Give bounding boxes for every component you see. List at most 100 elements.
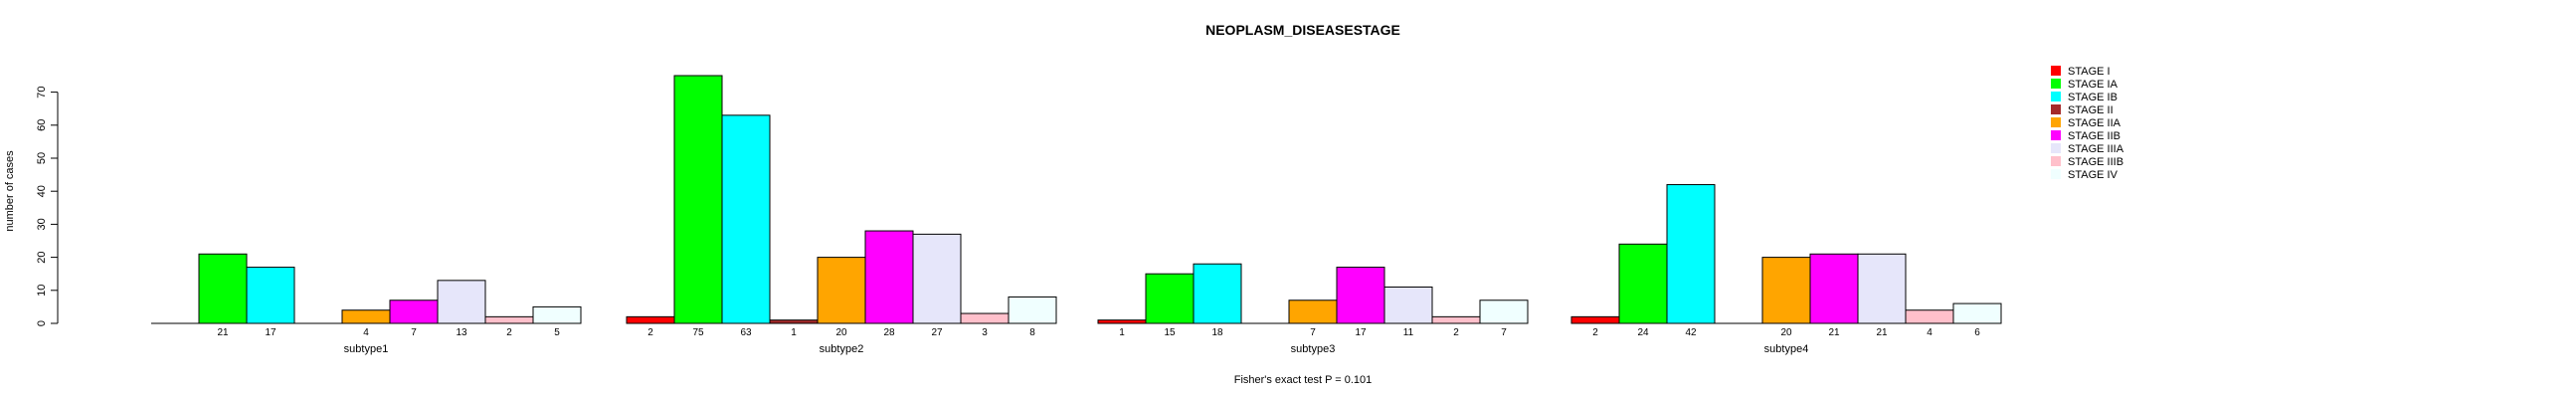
count-label: 4 (363, 327, 369, 338)
legend-swatch-stage-ii (2051, 104, 2061, 114)
count-label: 7 (1501, 327, 1507, 338)
bar-subtype1-stage-iiib (484, 315, 534, 324)
bar-subtype3-stage-iv (1479, 299, 1529, 324)
bar-subtype4-stage-iiia (1857, 253, 1907, 324)
legend-swatch-stage-i (2051, 66, 2061, 76)
bar-subtype2-stage-iiia (912, 233, 962, 324)
legend-label-stage-iib: STAGE IIB (2068, 130, 2120, 142)
legend-swatch-stage-iia (2051, 117, 2061, 127)
count-label: 75 (692, 327, 704, 338)
bar-subtype4-stage-ia (1618, 243, 1668, 324)
y-tick-label: 10 (36, 285, 48, 297)
bar-subtype4-stage-iib (1809, 253, 1859, 324)
legend-label-stage-i: STAGE I (2068, 66, 2111, 78)
legend-swatch-stage-ib (2051, 92, 2061, 101)
y-tick-label: 30 (36, 218, 48, 230)
bar-subtype1-stage-iib (389, 299, 439, 324)
count-label: 27 (931, 327, 943, 338)
legend-label-stage-ib: STAGE IB (2068, 92, 2117, 103)
count-label: 2 (506, 327, 512, 338)
count-label: 4 (1927, 327, 1932, 338)
group-labels: subtype1 subtype2 subtype3 subtype4 (344, 343, 1809, 355)
legend-label-stage-iv: STAGE IV (2068, 169, 2118, 181)
count-label: 21 (1828, 327, 1840, 338)
count-label: 24 (1637, 327, 1649, 338)
chart-title: NEOPLASM_DISEASESTAGE (1205, 22, 1400, 38)
count-label: 6 (1974, 327, 1980, 338)
bar-subtype2-stage-iia (817, 257, 866, 324)
count-label: 5 (554, 327, 560, 338)
y-tick-label: 60 (36, 119, 48, 131)
bar-subtype3-stage-ia (1145, 273, 1195, 324)
bar-subtype4-stage-ib (1666, 184, 1716, 324)
count-label: 2 (647, 327, 653, 338)
count-label: 13 (456, 327, 467, 338)
bar-subtype1-stage-iia (341, 309, 391, 324)
legend-label-stage-ii: STAGE II (2068, 104, 2114, 116)
bar-subtype4-stage-iiib (1905, 309, 1954, 324)
legend-label-stage-iia: STAGE IIA (2068, 117, 2121, 129)
legend-label-stage-iiib: STAGE IIIB (2068, 156, 2123, 168)
count-label: 20 (1780, 327, 1792, 338)
legend-swatch-stage-iib (2051, 130, 2061, 140)
group-label-subtype2: subtype2 (820, 343, 864, 355)
count-label: 21 (217, 327, 229, 338)
count-label: 7 (1310, 327, 1316, 338)
count-label: 3 (982, 327, 988, 338)
count-labels: 21 17 4 7 13 2 5 2 75 63 1 20 28 27 3 8 1 15 18 7 17 11 2 7 2 24 4… (217, 327, 1980, 338)
bar-subtype1-stage-iv (532, 305, 582, 324)
y-tick-label: 0 (36, 320, 48, 326)
count-label: 7 (411, 327, 417, 338)
count-label: 15 (1164, 327, 1176, 338)
y-tick-label: 70 (36, 86, 48, 98)
bar-subtype2-stage-ia (673, 75, 723, 324)
bar-subtype3-stage-iia (1288, 299, 1338, 324)
bar-subtype4-stage-iia (1761, 257, 1811, 324)
group-label-subtype1: subtype1 (344, 343, 389, 355)
bar-subtype3-stage-ib (1193, 263, 1242, 324)
count-label: 17 (265, 327, 276, 338)
count-label: 8 (1029, 327, 1035, 338)
bar-subtype1-stage-ia (198, 253, 248, 324)
bar-subtype2-stage-iib (864, 230, 914, 324)
count-label: 1 (791, 327, 797, 338)
count-label: 63 (740, 327, 752, 338)
fisher-test-footer: Fisher's exact test P = 0.101 (1234, 374, 1373, 386)
group-label-subtype4: subtype4 (1764, 343, 1809, 355)
group-label-subtype3: subtype3 (1291, 343, 1336, 355)
legend-swatch-stage-iiia (2051, 143, 2061, 153)
y-tick-label: 40 (36, 185, 48, 197)
y-tick-label: 20 (36, 251, 48, 263)
count-label: 2 (1453, 327, 1459, 338)
count-label: 2 (1592, 327, 1598, 338)
bar-subtype4-stage-iv (1952, 302, 2002, 324)
y-axis-label: number of cases (4, 150, 16, 232)
count-label: 42 (1685, 327, 1697, 338)
legend-swatch-stage-iv (2051, 169, 2061, 179)
count-label: 18 (1211, 327, 1223, 338)
bar-subtype3-stage-iiib (1431, 315, 1481, 324)
bar-subtype2-stage-ib (721, 114, 771, 324)
bars (151, 75, 2002, 324)
count-label: 17 (1355, 327, 1367, 338)
bar-subtype3-stage-iib (1336, 267, 1385, 324)
legend-swatch-stage-iiib (2051, 156, 2061, 166)
bar-subtype2-stage-iv (1008, 296, 1057, 324)
count-label: 1 (1119, 327, 1125, 338)
legend-label-stage-iiia: STAGE IIIA (2068, 143, 2124, 155)
count-label: 20 (835, 327, 847, 338)
bar-subtype1-stage-ib (246, 267, 295, 324)
legend-label-stage-ia: STAGE IA (2068, 79, 2118, 91)
bar-subtype2-stage-i (626, 315, 675, 324)
y-tick-label: 50 (36, 152, 48, 164)
bar-subtype4-stage-i (1570, 315, 1620, 324)
bar-subtype1-stage-iiia (437, 280, 486, 324)
legend-swatch-stage-ia (2051, 79, 2061, 89)
count-label: 28 (883, 327, 895, 338)
y-axis: 0 10 20 30 40 50 60 70 (36, 86, 59, 326)
bar-subtype3-stage-iiia (1383, 286, 1433, 324)
count-label: 11 (1403, 327, 1414, 338)
count-label: 21 (1876, 327, 1888, 338)
